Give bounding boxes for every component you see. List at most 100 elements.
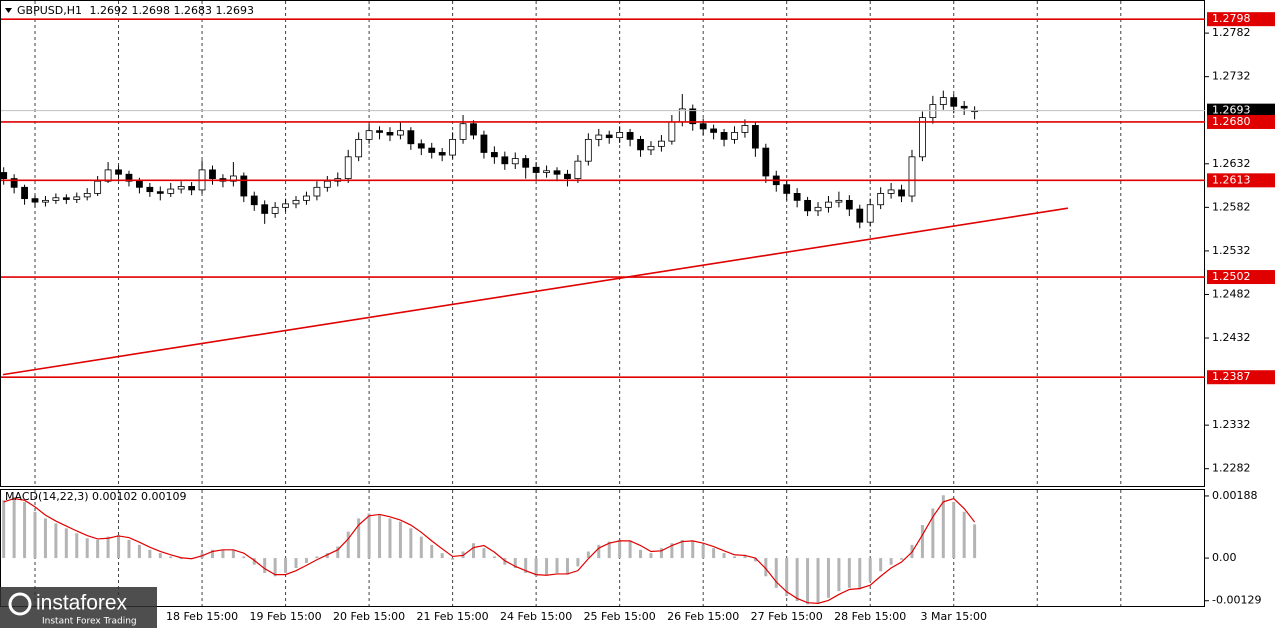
candle-body	[323, 180, 331, 188]
candle-body	[62, 197, 70, 200]
candle-body	[428, 147, 436, 153]
y-tick-label: 1.2282	[1212, 462, 1251, 475]
header-open: 1.2692	[89, 4, 128, 17]
header: GBPUSD,H1 1.2692 1.2698 1.2683 1.2693 MA…	[5, 4, 254, 503]
candle-body	[908, 156, 916, 197]
candle-body	[94, 180, 102, 194]
macd-bar	[774, 558, 778, 588]
macd-bar	[806, 558, 810, 605]
candle-body	[751, 125, 759, 149]
candle-body	[125, 173, 133, 182]
macd-bar	[753, 558, 757, 562]
candle-body	[344, 156, 352, 179]
level-label: 1.2502	[1212, 270, 1251, 283]
macd-value: 0.00102	[92, 490, 138, 503]
macd-bar	[419, 536, 423, 559]
macd-bar	[409, 528, 413, 559]
macd-bar	[607, 541, 611, 559]
macd-bar	[54, 523, 58, 559]
candle-body	[188, 186, 196, 191]
x-tick-label: 3 Mar 15:00	[921, 610, 987, 623]
macd-bar	[492, 556, 496, 559]
macd-bar	[858, 558, 862, 590]
macd-bar	[231, 549, 235, 559]
macd-bar	[785, 558, 789, 597]
y-tick-label: 1.2582	[1212, 200, 1251, 213]
candle-body	[271, 206, 279, 214]
candle-body	[438, 152, 446, 156]
macd-bar	[388, 518, 392, 559]
candle-body	[261, 204, 269, 214]
macd-bar	[732, 556, 736, 559]
candle-body	[584, 138, 592, 162]
macd-bar	[263, 558, 267, 573]
macd-bar	[106, 536, 110, 559]
macd-bar	[920, 525, 924, 559]
candle-body	[553, 170, 561, 175]
trendline	[2, 207, 1069, 376]
macd-bar	[273, 558, 277, 577]
macd-bar	[973, 524, 977, 559]
y-tick-label: 1.2782	[1212, 26, 1251, 39]
logo-name: instaforex	[36, 592, 128, 615]
level-box	[1207, 270, 1275, 285]
macd-bar	[680, 539, 684, 559]
candle-body	[710, 128, 718, 133]
candle-body	[292, 199, 300, 205]
candle-body	[167, 188, 175, 194]
candle-body	[136, 180, 143, 188]
macd-bar	[576, 558, 580, 567]
macd-bar	[879, 558, 883, 572]
candle-body	[814, 206, 822, 212]
macd-name: MACD(14,22,3)	[5, 490, 89, 503]
macd-bar	[64, 528, 68, 559]
macd-bar	[346, 531, 350, 559]
macd-plot	[2, 495, 977, 605]
macd-bar	[367, 513, 371, 559]
macd-bar	[158, 553, 162, 559]
macd-bar	[628, 541, 632, 559]
macd-bar	[304, 558, 308, 564]
candle-body	[762, 147, 770, 177]
candle-body	[250, 195, 258, 206]
macd-bar	[2, 500, 6, 559]
candle-body	[240, 175, 248, 197]
menu-arrow[interactable]	[5, 8, 12, 13]
candle-body	[397, 130, 404, 136]
candle-body	[501, 156, 509, 165]
level-label: 1.2680	[1212, 115, 1251, 128]
macd-title: MACD(14,22,3) 0.00102 0.00109	[5, 490, 187, 503]
macd-bar	[148, 549, 152, 559]
candle-body	[156, 191, 164, 194]
candle-body	[459, 123, 467, 140]
macd-bar	[210, 549, 214, 559]
macd-bar	[451, 558, 455, 560]
candle-body	[386, 132, 394, 136]
grid	[34, 1, 1122, 606]
y-tick-label: -0.00129	[1212, 594, 1261, 607]
macd-bar	[868, 558, 872, 582]
macd-bar	[952, 501, 956, 559]
macd-bar	[764, 558, 768, 577]
macd-bar	[179, 558, 183, 560]
macd-bar	[597, 544, 601, 559]
candle-body	[31, 198, 39, 203]
candle-body	[0, 172, 8, 179]
macd-bar	[127, 539, 131, 559]
candle-body	[209, 169, 216, 179]
logo: instaforex Instant Forex Trading	[0, 587, 157, 628]
macd-bar	[398, 521, 402, 559]
signal-line	[3, 497, 976, 604]
x-tick-label: 27 Feb 15:00	[751, 610, 823, 623]
main-panel	[0, 0, 1205, 487]
candle-body	[919, 117, 926, 158]
candle-body	[490, 152, 498, 158]
y-tick-label: 0.00	[1212, 551, 1237, 564]
level-box	[1207, 173, 1275, 188]
candle-body	[470, 123, 477, 136]
signal-value: 0.00109	[141, 490, 187, 503]
macd-bar	[325, 553, 329, 559]
candle-body	[887, 189, 895, 194]
candle-body	[42, 199, 49, 203]
candle-body	[355, 138, 363, 158]
